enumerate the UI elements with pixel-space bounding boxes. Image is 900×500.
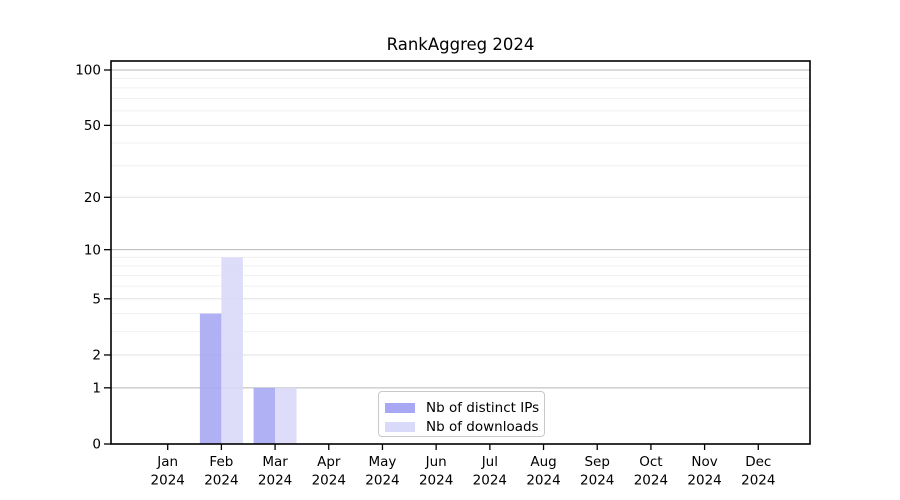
x-tick-label-apr: Apr 2024: [312, 454, 346, 489]
bar-downloads-mar: [275, 387, 297, 444]
x-tick-label-jun: Jun 2024: [419, 454, 453, 489]
bar-downloads-feb: [221, 257, 243, 444]
x-tick-label-jul: Jul 2024: [473, 454, 507, 489]
x-tick-label-sep: Sep 2024: [580, 454, 614, 489]
y-tick-label: 5: [92, 291, 101, 307]
chart-title: RankAggreg 2024: [386, 35, 535, 54]
bar-ips-mar: [253, 387, 276, 444]
legend-swatch-downloads: [385, 421, 415, 432]
legend-item-downloads: Nb of downloads: [385, 417, 544, 436]
x-tick-label-mar: Mar 2024: [258, 454, 292, 489]
bar-ips-feb: [199, 313, 222, 444]
x-tick-label-dec: Dec 2024: [741, 454, 775, 489]
y-tick-label: 1: [92, 381, 101, 397]
legend-label-distinct-ips: Nb of distinct IPs: [426, 399, 540, 416]
x-tick-label-may: May 2024: [365, 454, 399, 489]
x-tick-label-oct: Oct 2024: [634, 454, 668, 489]
legend-item-distinct-ips: Nb of distinct IPs: [385, 398, 544, 417]
y-tick-label: 2: [92, 348, 101, 364]
x-tick-label-feb: Feb 2024: [204, 454, 238, 489]
legend-swatch-distinct-ips: [385, 402, 415, 413]
x-tick-label-nov: Nov 2024: [687, 454, 721, 489]
y-tick-label: 50: [84, 118, 101, 134]
y-tick-label: 10: [84, 242, 101, 258]
legend-label-downloads: Nb of downloads: [426, 418, 539, 435]
y-tick-label: 0: [92, 437, 101, 453]
y-tick-label: 20: [84, 190, 101, 206]
x-tick-label-aug: Aug 2024: [526, 454, 560, 489]
y-tick-label: 100: [75, 63, 101, 79]
plot-box: [110, 60, 811, 445]
legend: Nb of distinct IPs Nb of downloads: [378, 391, 545, 437]
x-tick-label-jan: Jan 2024: [151, 454, 185, 489]
